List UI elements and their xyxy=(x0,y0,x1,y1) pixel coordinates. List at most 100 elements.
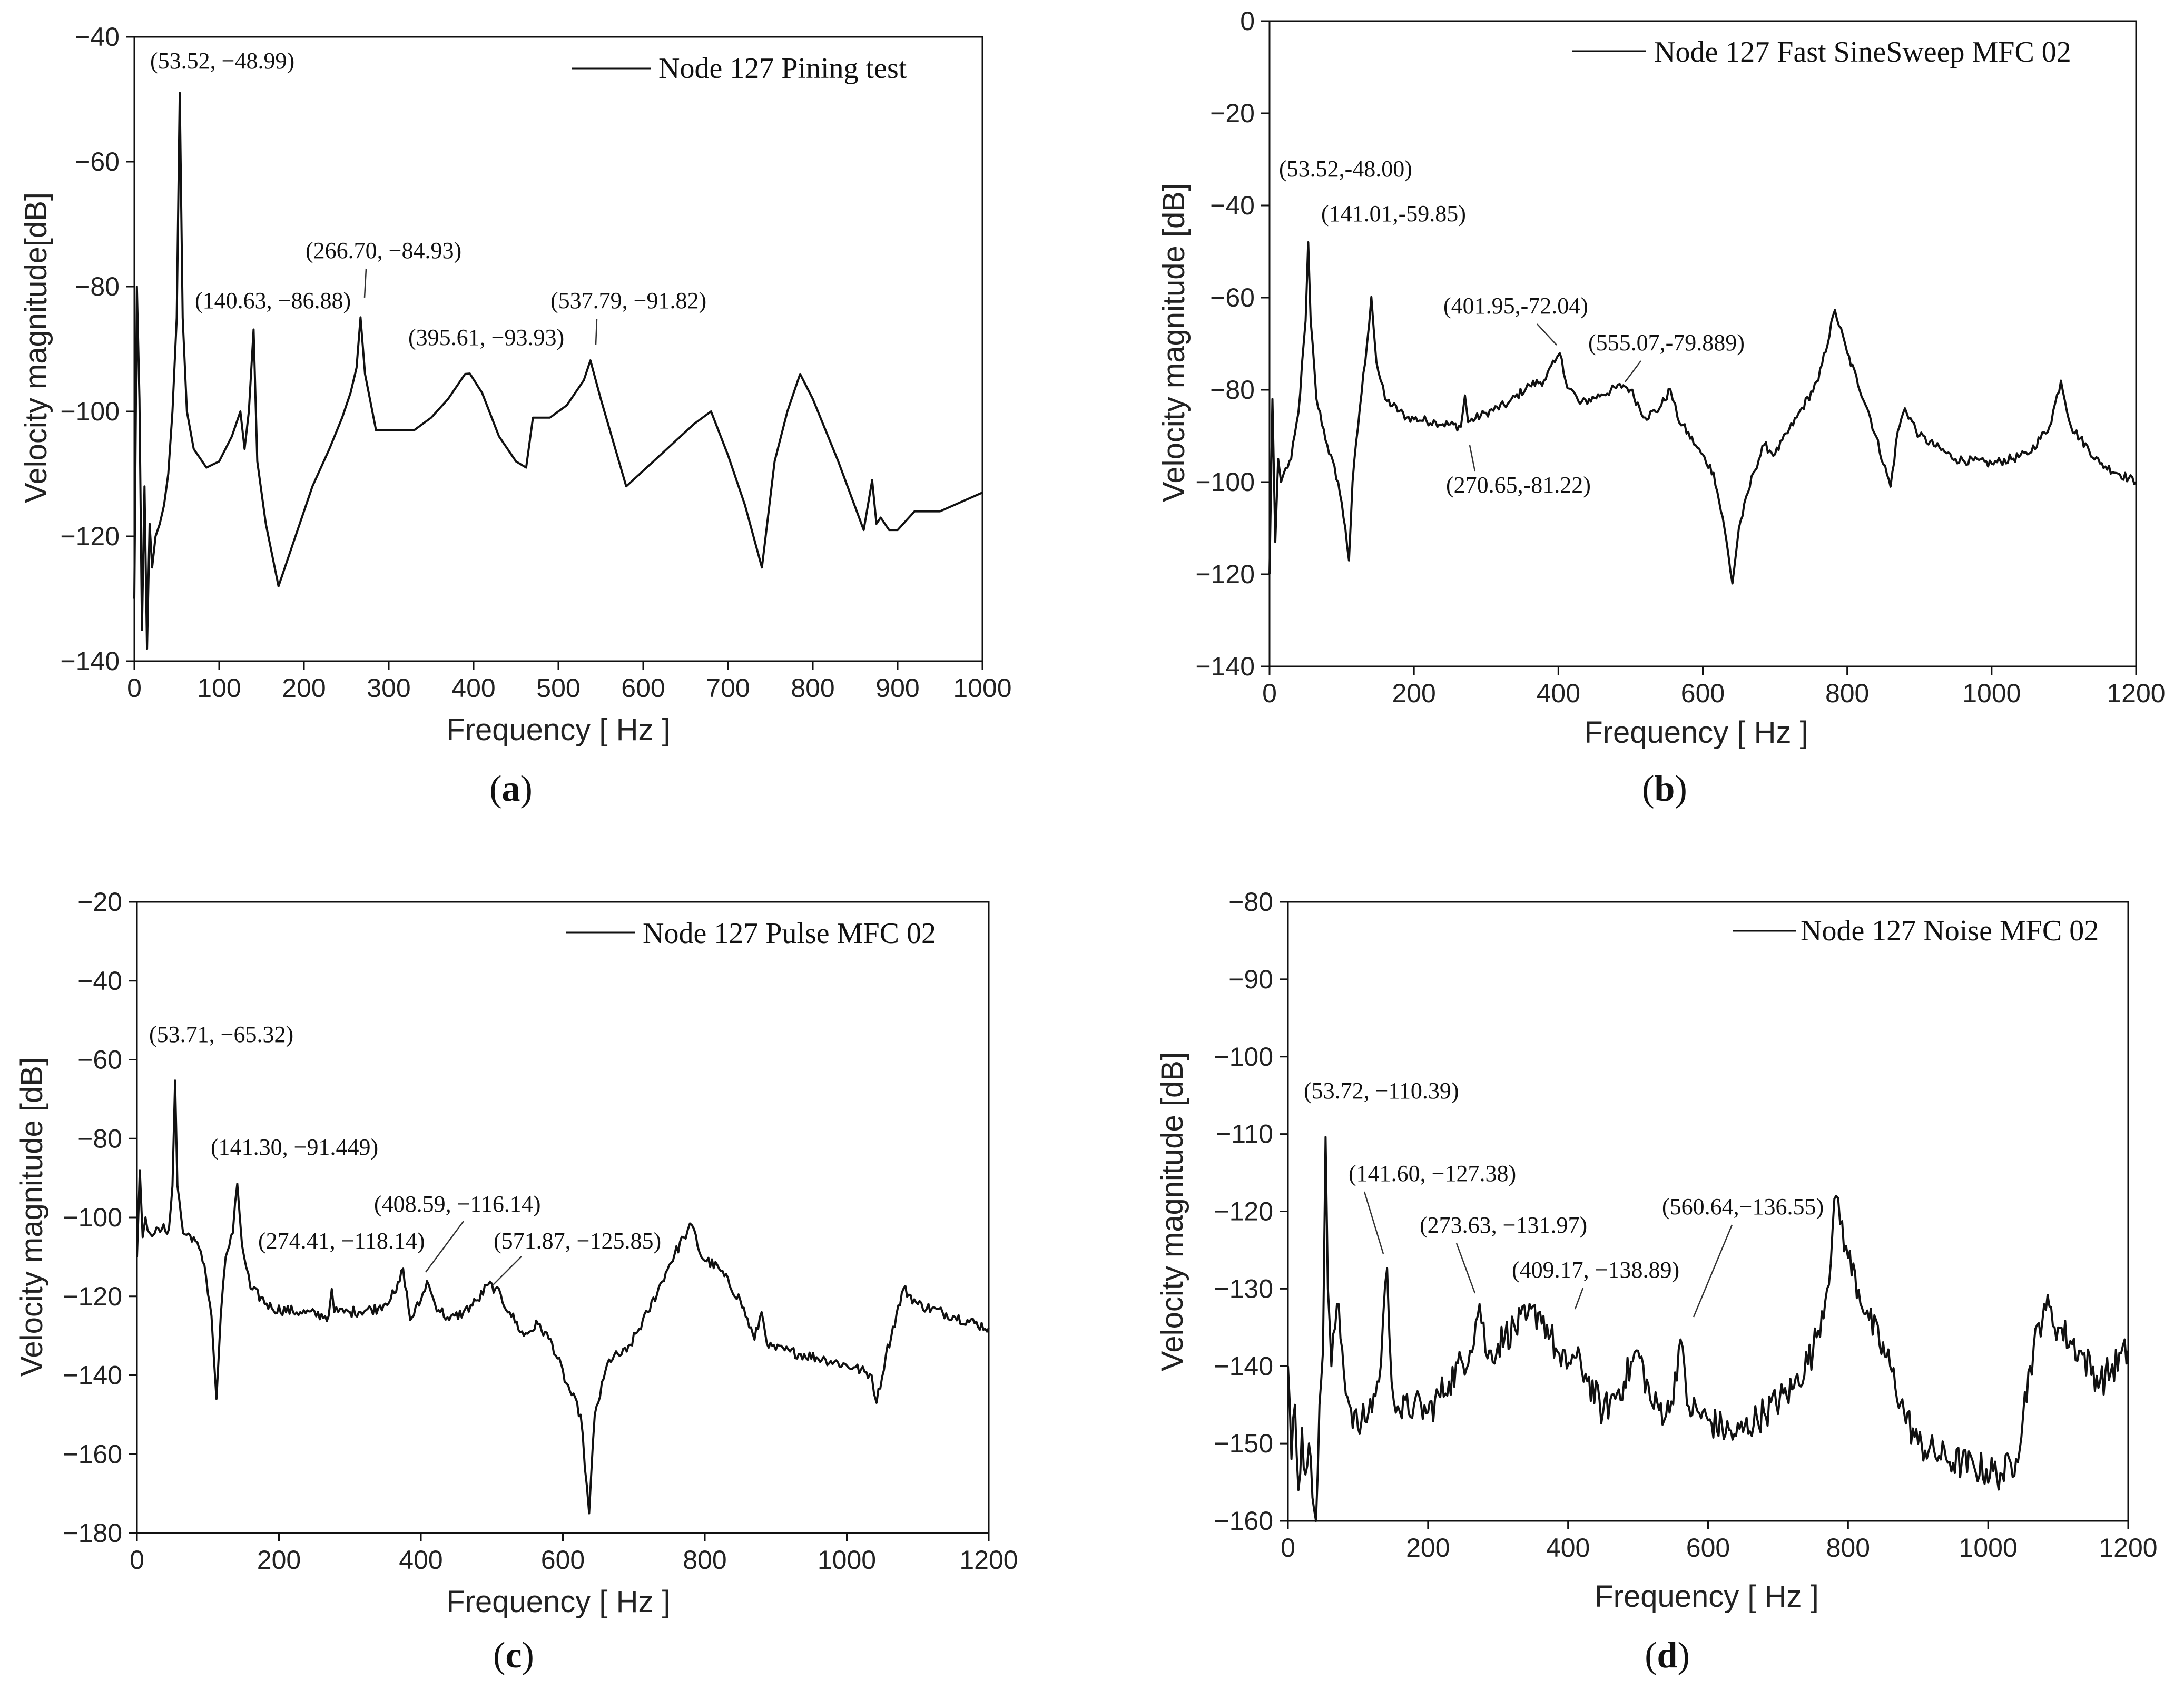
panel-b-x-tick-label-6: 1200 xyxy=(2107,679,2165,708)
panel-d-caption-letter: d xyxy=(1657,1635,1678,1676)
panel-d-annotation-4-leader xyxy=(1574,1288,1584,1310)
panel-d-y-tick-label-0: −160 xyxy=(1214,1506,1273,1536)
panel-d-x-tick-label-0: 0 xyxy=(1281,1533,1295,1563)
panel-a-annotation-3: (266.70, −84.93) xyxy=(306,238,461,263)
panel-b-annotation-5-leader xyxy=(1469,445,1476,472)
panel-c-annotation-4-leader xyxy=(425,1221,465,1273)
panel-c-x-tick-label-4: 800 xyxy=(683,1545,726,1575)
panel-b-series-line xyxy=(1268,241,2137,585)
panel-b-annotation-3: (401.95,-72.04) xyxy=(1443,293,1588,319)
panel-c-caption-letter: c xyxy=(505,1635,522,1676)
panel-c-x-tick-label-1: 200 xyxy=(257,1545,301,1575)
panel-a-series-line xyxy=(133,92,983,650)
panel-b-plot-frame xyxy=(1268,20,2137,667)
panel-d-x-tick-label-4: 800 xyxy=(1826,1533,1870,1563)
panel-d-x-axis-label: Frequency [ Hz ] xyxy=(1595,1579,1818,1614)
panel-d-annotation-3: (273.63, −131.97) xyxy=(1420,1212,1587,1238)
panel-d-legend: Node 127 Noise MFC 02 xyxy=(1733,915,2099,947)
panel-d-x-tick-label-2: 400 xyxy=(1546,1533,1590,1563)
panel-b-annotation-4: (555.07,-79.889) xyxy=(1588,330,1745,356)
panel-c-x-tick-label-6: 1200 xyxy=(959,1545,1018,1575)
panel-a-caption-letter: a xyxy=(502,769,520,809)
panel-a-annotation-4: (395.61, −93.93) xyxy=(408,325,564,350)
panel-d-series-line xyxy=(1287,1136,2129,1522)
panel-d-ticks: 0 200 400 600 800 1000 1200 −160 −150 −140 −130 −12… xyxy=(1214,887,2157,1563)
panel-d-y-tick-label-1: −150 xyxy=(1214,1429,1273,1458)
panel-d-annotation-2-leader xyxy=(1363,1191,1384,1254)
panel-c-x-tick-label-2: 400 xyxy=(399,1545,442,1575)
panel-a-y-tick-label-1: −120 xyxy=(60,522,120,551)
panel-a-annotation-1: (53.52, −48.99) xyxy=(150,48,294,74)
panel-b-x-tick-label-4: 800 xyxy=(1825,679,1869,708)
panel-a-x-tick-label-2: 200 xyxy=(282,673,326,703)
panel-a-x-tick-label-1: 100 xyxy=(197,673,241,703)
panel-d-annotation-3-leader xyxy=(1455,1243,1476,1294)
panel-d-legend-label: Node 127 Noise MFC 02 xyxy=(1801,915,2099,947)
panel-b-caption: (b) xyxy=(1642,769,1687,809)
panel-a: 0 100 200 300 400 500 600 700 800 900 1000 −140 −120… xyxy=(19,22,1012,809)
panel-c-series-line xyxy=(136,1079,990,1515)
panel-a-annotation-3-leader xyxy=(363,268,367,298)
panel-a-annotation-5: (537.79, −91.82) xyxy=(550,288,706,313)
panel-d-y-axis-label: Velocity magnitude [dB] xyxy=(1155,1052,1189,1371)
panel-d: 0 200 400 600 800 1000 1200 −160 −150 −140 −130 −12… xyxy=(1155,887,2158,1676)
panel-b-x-tick-label-0: 0 xyxy=(1262,679,1277,708)
panel-a-x-tick-label-4: 400 xyxy=(451,673,495,703)
panel-a-x-tick-label-9: 900 xyxy=(875,673,919,703)
panel-d-annotation-5-leader xyxy=(1693,1224,1733,1318)
panel-a-caption: (a) xyxy=(489,769,533,809)
panel-a-x-tick-label-6: 600 xyxy=(621,673,665,703)
panel-c-y-axis-label: Velocity magnitude [dB] xyxy=(15,1057,49,1377)
panel-c-annotation-3: (274.41, −118.14) xyxy=(258,1228,425,1254)
panel-a-annotation-2: (140.63, −86.88) xyxy=(195,288,351,313)
panel-b-y-tick-label-7: 0 xyxy=(1240,6,1255,36)
panel-a-plot-frame xyxy=(133,36,983,662)
panel-d-x-tick-label-5: 1000 xyxy=(1959,1533,2018,1563)
panel-d-annotations: (53.72, −110.39) (141.60, −127.38) (273.… xyxy=(1304,1078,1824,1318)
panel-b-x-tick-label-2: 400 xyxy=(1537,679,1580,708)
panel-c-x-axis-label: Frequency [ Hz ] xyxy=(446,1585,670,1619)
panel-a-annotations: (53.52, −48.99) (140.63, −86.88) (266.70… xyxy=(150,48,706,350)
panel-d-plot-frame xyxy=(1287,901,2129,1522)
panel-b-annotation-4-leader xyxy=(1625,360,1641,382)
panel-c-y-tick-label-7: −40 xyxy=(77,966,122,996)
panel-d-y-tick-label-2: −140 xyxy=(1214,1351,1273,1381)
panel-d-y-tick-label-4: −120 xyxy=(1214,1197,1273,1226)
panel-c-x-tick-label-3: 600 xyxy=(541,1545,585,1575)
panel-d-x-tick-label-1: 200 xyxy=(1406,1533,1450,1563)
panel-d-x-tick-label-3: 600 xyxy=(1686,1533,1730,1563)
panel-b-y-tick-label-0: −140 xyxy=(1195,652,1255,681)
panel-b-x-tick-label-5: 1000 xyxy=(1962,679,2021,708)
panel-c-y-tick-label-2: −140 xyxy=(63,1361,122,1390)
panel-c-y-tick-label-0: −180 xyxy=(63,1518,122,1548)
panel-d-annotation-4: (409.17, −138.89) xyxy=(1512,1257,1679,1283)
panel-c-x-tick-label-0: 0 xyxy=(130,1545,144,1575)
panel-c-x-tick-label-5: 1000 xyxy=(818,1545,876,1575)
panel-b-x-axis-label: Frequency [ Hz ] xyxy=(1584,715,1808,750)
panel-d-x-tick-label-6: 1200 xyxy=(2099,1533,2157,1563)
panel-a-y-axis-label: Velocity magnitude[dB] xyxy=(19,192,53,503)
panel-d-y-tick-label-3: −130 xyxy=(1214,1274,1273,1303)
panel-a-y-tick-label-0: −140 xyxy=(60,646,120,676)
panel-b-legend-label: Node 127 Fast SineSweep MFC 02 xyxy=(1654,36,2071,68)
panel-d-annotation-5: (560.64,−136.55) xyxy=(1662,1194,1824,1220)
panel-b-annotations: (53.52,-48.00) (141.01,-59.85) (401.95,-… xyxy=(1279,156,1745,498)
panel-a-x-tick-label-0: 0 xyxy=(127,673,142,703)
panel-b-y-tick-label-2: −100 xyxy=(1195,467,1255,497)
panel-a-annotation-5-leader xyxy=(595,318,598,346)
panel-c-legend-label: Node 127 Pulse MFC 02 xyxy=(643,917,936,950)
panel-a-x-tick-label-5: 500 xyxy=(536,673,580,703)
panel-b-y-tick-label-4: −60 xyxy=(1210,283,1255,312)
panel-c-plot-frame xyxy=(136,901,990,1534)
panel-a-y-tick-label-2: −100 xyxy=(60,397,120,426)
panel-c-y-tick-label-5: −80 xyxy=(77,1124,122,1153)
panel-b-annotation-1: (53.52,-48.00) xyxy=(1279,156,1412,182)
panel-a-x-tick-label-7: 700 xyxy=(706,673,750,703)
panel-c-annotation-2: (141.30, −91.449) xyxy=(211,1134,378,1160)
panel-c-annotation-5-leader xyxy=(492,1256,522,1286)
panel-b-annotation-5: (270.65,-81.22) xyxy=(1446,472,1591,498)
panel-d-annotation-2: (141.60, −127.38) xyxy=(1349,1161,1516,1186)
panel-c-annotations: (53.71, −65.32) (141.30, −91.449) (274.4… xyxy=(149,1021,661,1286)
panel-d-caption: (d) xyxy=(1645,1635,1690,1676)
